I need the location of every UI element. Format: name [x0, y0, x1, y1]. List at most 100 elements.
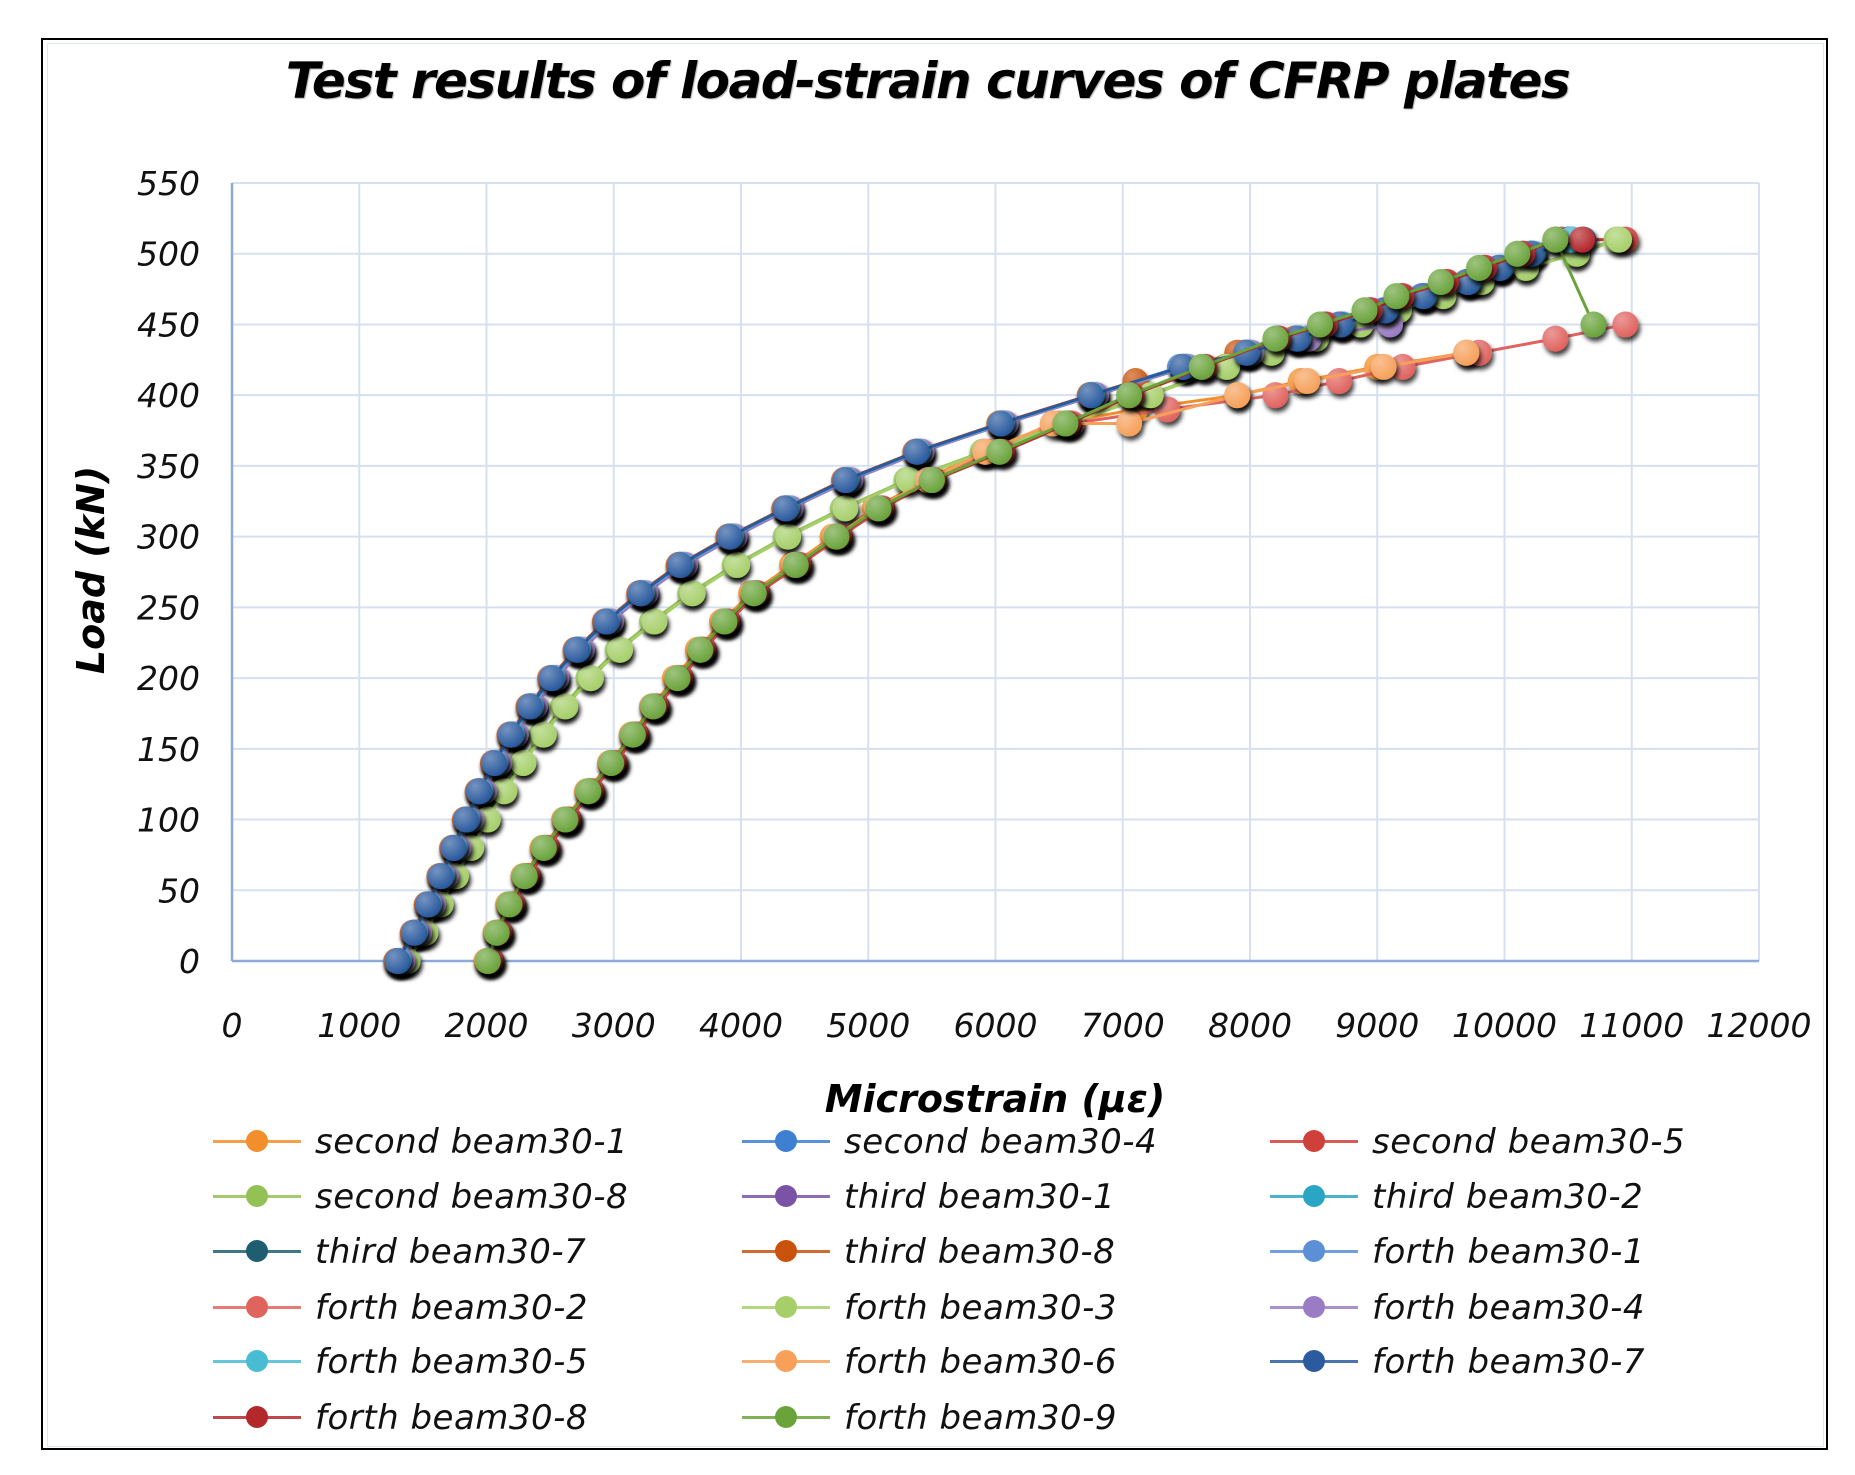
data-point-highlight: [1542, 325, 1569, 352]
data-point-highlight: [1466, 254, 1493, 281]
data-point-highlight: [1351, 297, 1378, 324]
data-point-highlight: [711, 608, 738, 635]
legend-marker-icon: [742, 1177, 830, 1217]
data-point-highlight: [1612, 311, 1639, 338]
data-point-highlight: [987, 410, 1014, 437]
x-tick-label: 5000: [826, 1006, 910, 1045]
data-point-highlight: [400, 919, 427, 946]
legend-label: second beam30-8: [315, 1177, 629, 1217]
series-line: [396, 238, 1584, 962]
data-point-highlight: [640, 693, 667, 720]
data-point-highlight: [1370, 353, 1397, 380]
legend-marker-icon: [213, 1232, 301, 1272]
legend-label: second beam30-1: [315, 1122, 629, 1162]
legend-marker-icon: [742, 1342, 830, 1382]
data-point-highlight: [740, 580, 767, 607]
legend-marker-icon: [213, 1288, 301, 1328]
data-point-highlight: [552, 806, 579, 833]
legend-label: forth beam30-7: [1372, 1342, 1646, 1382]
data-point-highlight: [491, 778, 518, 805]
y-tick-label: 50: [158, 871, 200, 910]
legend-marker-icon: [742, 1122, 830, 1162]
y-tick-label: 550: [137, 164, 200, 203]
data-point-highlight: [832, 495, 859, 522]
x-tick-label: 0: [222, 1006, 243, 1045]
tick-labels: 0 1000 2000 3000 4000 5000 6000 7000 8000 9000 100…: [137, 164, 1811, 1045]
data-point-highlight: [483, 919, 510, 946]
legend-label: forth beam30-6: [844, 1342, 1118, 1382]
legend-item[interactable]: forth beam30-3: [742, 1288, 1117, 1328]
data-point-highlight: [496, 891, 523, 918]
series-line: [397, 238, 1572, 962]
series-forth-beam30-1: [386, 226, 1585, 974]
data-point-highlight: [427, 863, 454, 890]
x-tick-label: 10000: [1452, 1006, 1557, 1045]
x-tick-label: 4000: [699, 1006, 783, 1045]
series-line: [406, 238, 1620, 962]
legend-label: third beam30-1: [844, 1177, 1116, 1217]
legend-item[interactable]: second beam30-8: [213, 1177, 628, 1217]
legend-marker-icon: [1270, 1232, 1358, 1272]
legend-item[interactable]: third beam30-7: [213, 1232, 586, 1272]
series-second-beam30-4: [384, 226, 1582, 974]
data-point-highlight: [627, 580, 654, 607]
legend-marker-icon: [742, 1398, 830, 1438]
x-tick-label: 3000: [572, 1006, 656, 1045]
x-tick-label: 9000: [1335, 1006, 1419, 1045]
data-point-highlight: [641, 608, 668, 635]
legend-label: second beam30-4: [844, 1122, 1158, 1162]
series-line: [401, 322, 1391, 962]
legend-item[interactable]: forth beam30-1: [1270, 1232, 1645, 1272]
legend-item[interactable]: forth beam30-4: [1270, 1288, 1645, 1328]
legend-item[interactable]: third beam30-8: [742, 1232, 1115, 1272]
legend-item[interactable]: forth beam30-5: [213, 1342, 588, 1382]
legend-item[interactable]: forth beam30-6: [742, 1342, 1117, 1382]
y-tick-label: 200: [137, 659, 200, 698]
data-point-highlight: [1116, 410, 1143, 437]
data-point-highlight: [1077, 382, 1104, 409]
y-tick-label: 300: [137, 518, 200, 557]
data-point-highlight: [619, 721, 646, 748]
x-tick-label: 6000: [954, 1006, 1038, 1045]
x-tick-label: 7000: [1081, 1006, 1165, 1045]
legend-item[interactable]: forth beam30-2: [213, 1288, 588, 1328]
legend-item[interactable]: forth beam30-8: [213, 1398, 588, 1438]
legend-item[interactable]: second beam30-5: [1270, 1122, 1685, 1162]
data-point-highlight: [1453, 339, 1480, 366]
data-point-highlight: [481, 749, 508, 776]
series-forth-beam30-3: [394, 226, 1633, 974]
legend-item[interactable]: third beam30-1: [742, 1177, 1115, 1217]
data-point-highlight: [775, 523, 802, 550]
legend-item[interactable]: second beam30-1: [213, 1122, 628, 1162]
legend-item[interactable]: forth beam30-9: [742, 1398, 1117, 1438]
legend-item[interactable]: second beam30-4: [742, 1122, 1157, 1162]
data-point-highlight: [1389, 353, 1416, 380]
chart-area-border: [47, 43, 1824, 1447]
legend-item[interactable]: third beam30-2: [1270, 1177, 1643, 1217]
data-point-highlight: [1224, 382, 1251, 409]
legend-marker-icon: [213, 1342, 301, 1382]
legend-marker-icon: [213, 1398, 301, 1438]
data-point-highlight: [1294, 368, 1321, 395]
data-point-highlight: [414, 891, 441, 918]
data-point-highlight: [1116, 382, 1143, 409]
legend-marker-icon: [213, 1122, 301, 1162]
data-point-highlight: [511, 863, 538, 890]
x-tick-label: 12000: [1707, 1006, 1812, 1045]
data-point-highlight: [552, 693, 579, 720]
data-point-highlight: [1569, 226, 1596, 253]
data-point-highlight: [666, 551, 693, 578]
data-point-highlight: [440, 834, 467, 861]
legend-label: forth beam30-8: [315, 1398, 589, 1438]
legend-item[interactable]: forth beam30-7: [1270, 1342, 1645, 1382]
legend-marker-icon: [1270, 1342, 1358, 1382]
data-point-highlight: [516, 693, 543, 720]
chart-title: Test results of load-strain curves of CF…: [285, 52, 1571, 110]
legend-label: third beam30-7: [315, 1232, 587, 1272]
data-point-highlight: [384, 948, 411, 974]
legend-label: forth beam30-4: [1372, 1288, 1646, 1328]
data-point-highlight: [530, 834, 557, 861]
data-point-highlight: [1262, 325, 1289, 352]
legend-label: forth beam30-5: [315, 1342, 589, 1382]
